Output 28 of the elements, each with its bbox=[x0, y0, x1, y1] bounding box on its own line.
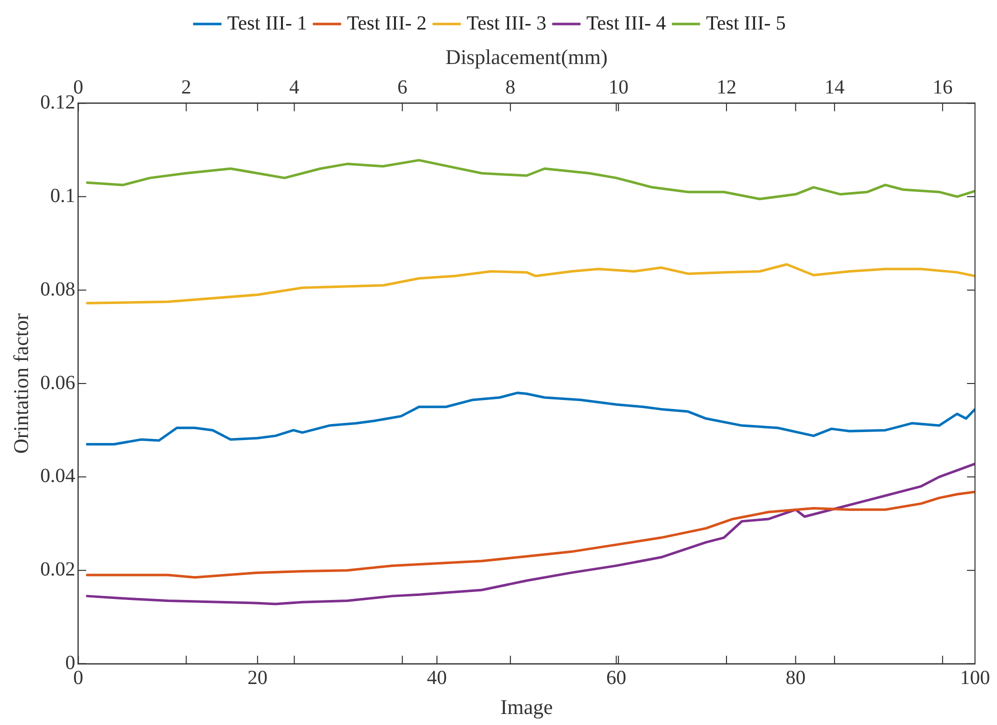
x-tick-label: 80 bbox=[786, 667, 806, 690]
x2-tick-label: 6 bbox=[397, 76, 408, 98]
x-tick-label: 40 bbox=[426, 667, 447, 690]
x2-tick-label: 12 bbox=[716, 76, 736, 98]
x2-tick-label: 10 bbox=[608, 76, 628, 98]
legend-label: Test III- 2 bbox=[346, 12, 427, 34]
x2-tick-label: 2 bbox=[181, 76, 192, 98]
y-tick-label: 0.04 bbox=[40, 465, 76, 488]
legend-label: Test III- 1 bbox=[227, 12, 307, 34]
x-tick-label: 20 bbox=[248, 667, 268, 690]
legend-label: Test III- 3 bbox=[466, 12, 546, 34]
x-axis-title: Image bbox=[500, 694, 553, 719]
y-tick-label: 0.1 bbox=[50, 184, 76, 207]
y-axis-title: Orintation factor bbox=[9, 313, 34, 454]
legend-label: Test III- 4 bbox=[586, 12, 666, 34]
y-tick-label: 0.12 bbox=[40, 91, 76, 114]
y-tick-label: 0 bbox=[65, 652, 76, 674]
y-tick-label: 0.06 bbox=[40, 372, 76, 394]
x2-axis-title: Displacement(mm) bbox=[446, 45, 608, 70]
legend-label: Test III- 5 bbox=[706, 12, 786, 34]
x-tick-label: 60 bbox=[606, 667, 626, 690]
x2-tick-label: 16 bbox=[932, 76, 953, 98]
x2-tick-label: 8 bbox=[505, 76, 516, 98]
x2-tick-label: 14 bbox=[824, 76, 845, 98]
x-tick-label: 100 bbox=[960, 667, 990, 690]
x2-tick-label: 4 bbox=[289, 76, 300, 98]
y-tick-label: 0.02 bbox=[40, 558, 76, 581]
y-tick-label: 0.08 bbox=[40, 278, 76, 300]
